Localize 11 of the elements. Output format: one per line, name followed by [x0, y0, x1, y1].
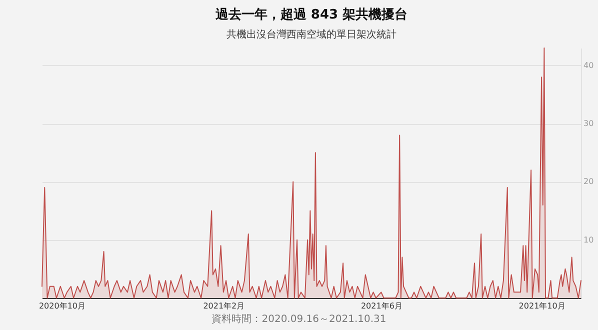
y-tick-label: 40 — [584, 60, 594, 70]
x-tick-label: 2021年10月 — [518, 302, 566, 310]
chart-subtitle: 共機出沒台灣西南空域的單日架次統計 — [226, 28, 396, 40]
y-tick-label: 10 — [584, 235, 594, 244]
x-tick-label: 2020年10月 — [38, 302, 86, 310]
text: 資料時間：2020.09.16～2021.10.31 — [210, 312, 388, 326]
y-tick-label: 30 — [584, 119, 594, 128]
chart-title: 過去一年，超過 843 架共機擾台 — [214, 6, 408, 22]
y-tick-label: 20 — [584, 177, 594, 186]
x-tick-label: 2021年2月 — [203, 302, 245, 310]
x-tick-label: 2021年6月 — [360, 302, 402, 310]
